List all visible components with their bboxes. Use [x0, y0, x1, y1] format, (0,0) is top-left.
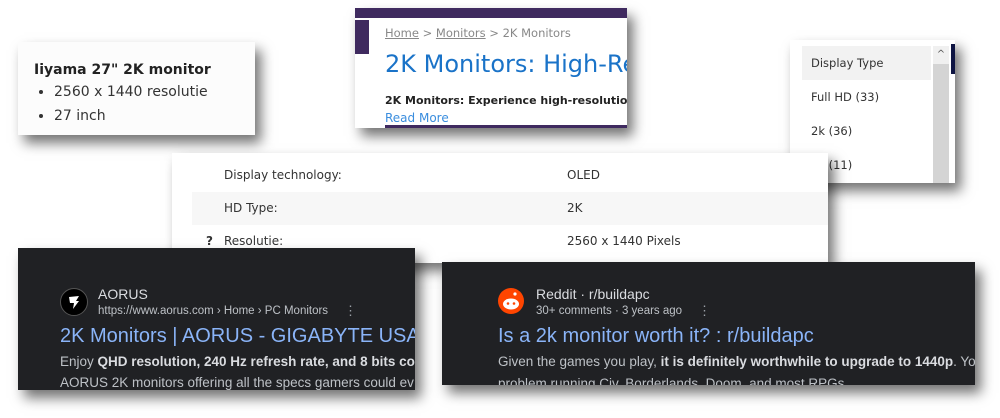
side-strip [355, 20, 369, 54]
breadcrumb: Home > Monitors > 2K Monitors [385, 26, 571, 40]
search-result-reddit: Reddit · r/buildapc 30+ comments · 3 yea… [442, 262, 975, 385]
reddit-logo-icon [498, 288, 524, 314]
dropdown-option[interactable]: 2k (36) [811, 124, 853, 138]
more-options-icon[interactable]: ⋮ [698, 303, 711, 318]
read-more-link[interactable]: Read More [385, 111, 449, 125]
search-result-aorus: AORUS https://www.aorus.com › Home › PC … [18, 248, 415, 390]
divider [385, 125, 627, 128]
site-name: AORUS [98, 286, 148, 302]
result-url[interactable]: https://www.aorus.com › Home › PC Monito… [98, 305, 329, 317]
result-snippet: Enjoy QHD resolution, 240 Hz refresh rat… [60, 354, 415, 369]
feature-list: 2560 x 1440 resolutie 27 inch [18, 80, 255, 128]
more-options-icon[interactable]: ⋮ [344, 303, 357, 318]
breadcrumb-monitors[interactable]: Monitors [435, 26, 486, 40]
result-title-link[interactable]: 2K Monitors | AORUS - GIGABYTE USA [60, 325, 415, 347]
help-icon[interactable]: ? [206, 234, 213, 248]
result-title-link[interactable]: Is a 2k monitor worth it? : r/buildapc [498, 325, 814, 347]
iiyama-product-card: Iiyama 27" 2K monitor 2560 x 1440 resolu… [18, 42, 255, 135]
page-title: 2K Monitors: High-Res [385, 50, 627, 78]
result-snippet: Given the games you play, it is definite… [498, 354, 975, 369]
feature-item: 27 inch [54, 104, 255, 128]
dropdown-option[interactable]: Full HD (33) [811, 90, 880, 104]
result-snippet-line2: AORUS 2K monitors offering all the specs… [60, 375, 414, 390]
aorus-logo-icon [60, 288, 88, 316]
breadcrumb-current: 2K Monitors [502, 26, 571, 40]
site-name: Reddit · r/buildapc [536, 286, 650, 302]
table-row: ? Resolutie: 2560 x 1440 Pixels [192, 225, 828, 258]
table-row: HD Type: 2K [192, 192, 828, 225]
category-page-card: Home > Monitors > 2K Monitors 2K Monitor… [355, 8, 627, 128]
breadcrumb-home[interactable]: Home [385, 26, 419, 40]
spec-table: Display technology: OLED HD Type: 2K ? R… [172, 153, 828, 263]
result-meta: 30+ comments · 3 years ago [536, 305, 683, 317]
page-edge [951, 44, 955, 74]
feature-item: 2560 x 1440 resolutie [54, 80, 255, 104]
product-title: Iiyama 27" 2K monitor [34, 62, 211, 78]
nav-bar [355, 8, 627, 18]
table-row: Display technology: OLED [224, 168, 600, 182]
result-snippet-line2: problem running Civ, Borderlands, Doom, … [498, 376, 845, 385]
scrollbar[interactable] [933, 46, 949, 183]
dropdown-option[interactable]: Display Type [802, 46, 931, 80]
page-subtitle: 2K Monitors: Experience high-resolution … [385, 94, 627, 107]
chevron-up-icon[interactable]: ^ [933, 46, 949, 64]
